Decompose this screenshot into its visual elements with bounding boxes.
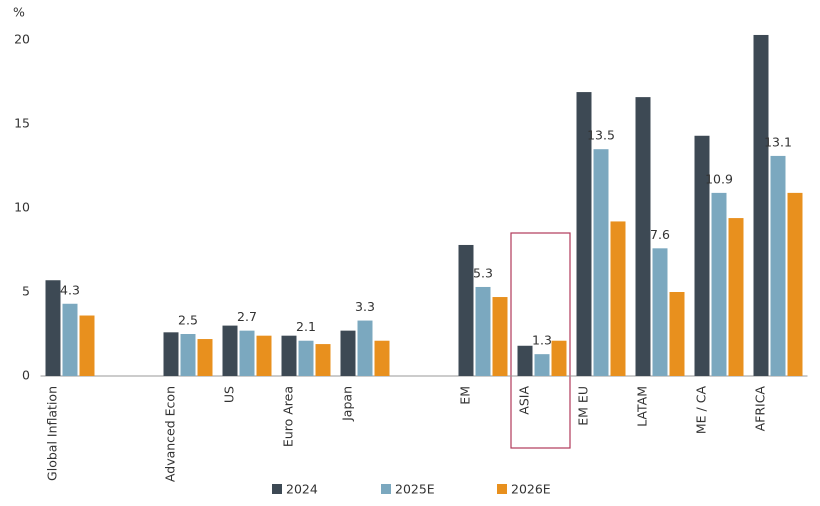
bar [62, 303, 78, 376]
bar [475, 286, 491, 376]
x-tick-label: ME / CA [694, 386, 709, 435]
data-label: 3.3 [355, 299, 375, 314]
x-tick-label: EM [458, 386, 473, 405]
x-tick-label: EM EU [576, 386, 591, 426]
bar [652, 248, 668, 376]
x-tick-label: AFRICA [753, 386, 768, 432]
bar [163, 332, 179, 376]
bar [256, 335, 272, 376]
bar [635, 97, 651, 377]
bar [517, 345, 533, 376]
bar [593, 149, 609, 376]
bar [728, 218, 744, 376]
data-label: 2.7 [237, 309, 257, 324]
x-tick-label: LATAM [635, 386, 650, 427]
legend-swatch [381, 484, 391, 494]
bar [315, 344, 331, 376]
bar [180, 334, 196, 376]
y-tick-label: 15 [14, 116, 30, 131]
bar [753, 34, 769, 377]
legend-swatch [497, 484, 507, 494]
x-tick-label: Japan [340, 386, 355, 422]
bar [711, 192, 727, 376]
x-tick-label: Euro Area [281, 386, 296, 447]
bar [770, 155, 786, 376]
y-unit-label: % [13, 5, 25, 20]
y-tick-label: 5 [22, 284, 30, 299]
bar [79, 315, 95, 376]
x-tick-label: Global Inflation [45, 386, 60, 481]
legend-swatch [272, 484, 282, 494]
x-tick-label: US [222, 386, 237, 403]
bar [551, 340, 567, 376]
highlight-box [510, 232, 571, 449]
bar [694, 135, 710, 376]
bar [492, 297, 508, 376]
y-tick-label: 10 [14, 200, 30, 215]
data-label: 4.3 [60, 282, 80, 297]
bar [610, 221, 626, 376]
legend-label: 2024 [286, 482, 318, 497]
x-tick-label: ASIA [517, 386, 532, 415]
bar [281, 335, 297, 376]
bar [222, 325, 238, 376]
bar [298, 340, 314, 376]
bar [197, 339, 213, 376]
bar [357, 320, 373, 376]
bar [787, 192, 803, 376]
data-label: 7.6 [650, 227, 670, 242]
data-label: 13.1 [764, 134, 792, 149]
y-tick-label: 0 [22, 368, 30, 383]
bar [534, 354, 550, 376]
bar [669, 292, 685, 376]
bar [45, 280, 61, 376]
data-label: 2.5 [178, 313, 198, 328]
data-label: 2.1 [296, 319, 316, 334]
bar [374, 340, 390, 376]
legend-label: 2025E [395, 482, 435, 497]
bar [239, 330, 255, 376]
bar [340, 330, 356, 376]
data-label: 10.9 [705, 171, 733, 186]
data-label: 13.5 [587, 128, 615, 143]
x-tick-label: Advanced Econ [163, 386, 178, 482]
bar [458, 244, 474, 376]
bar [576, 92, 592, 376]
legend-label: 2026E [511, 482, 551, 497]
y-tick-label: 20 [14, 32, 30, 47]
data-label: 5.3 [473, 265, 493, 280]
data-label: 1.3 [532, 333, 552, 348]
